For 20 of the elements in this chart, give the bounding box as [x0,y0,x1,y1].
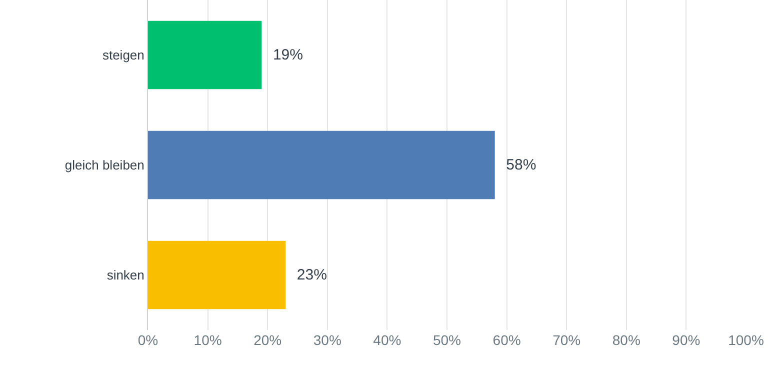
x-tick-label: 60% [492,332,521,348]
bar [148,240,286,310]
x-tick-label: 30% [313,332,342,348]
x-tick-label: 80% [612,332,640,348]
bar [148,130,495,200]
y-tick-label: steigen [102,48,144,63]
x-tick-label: 10% [194,332,222,348]
x-tick-label: 20% [254,332,282,348]
data-label: 23% [288,266,336,284]
y-tick-label: gleich bleiben [64,158,144,173]
x-tick-label: 90% [672,332,700,348]
x-tick-label: 50% [432,332,462,348]
y-tick-label: sinken [106,268,144,283]
x-tick-label: 70% [552,332,581,348]
data-label: 58% [498,156,545,174]
x-tick-label: 100% [728,332,764,348]
x-tick-label: 40% [373,332,402,348]
data-label: 19% [264,46,312,64]
x-tick-label: 0% [138,332,158,348]
bar [148,20,262,90]
